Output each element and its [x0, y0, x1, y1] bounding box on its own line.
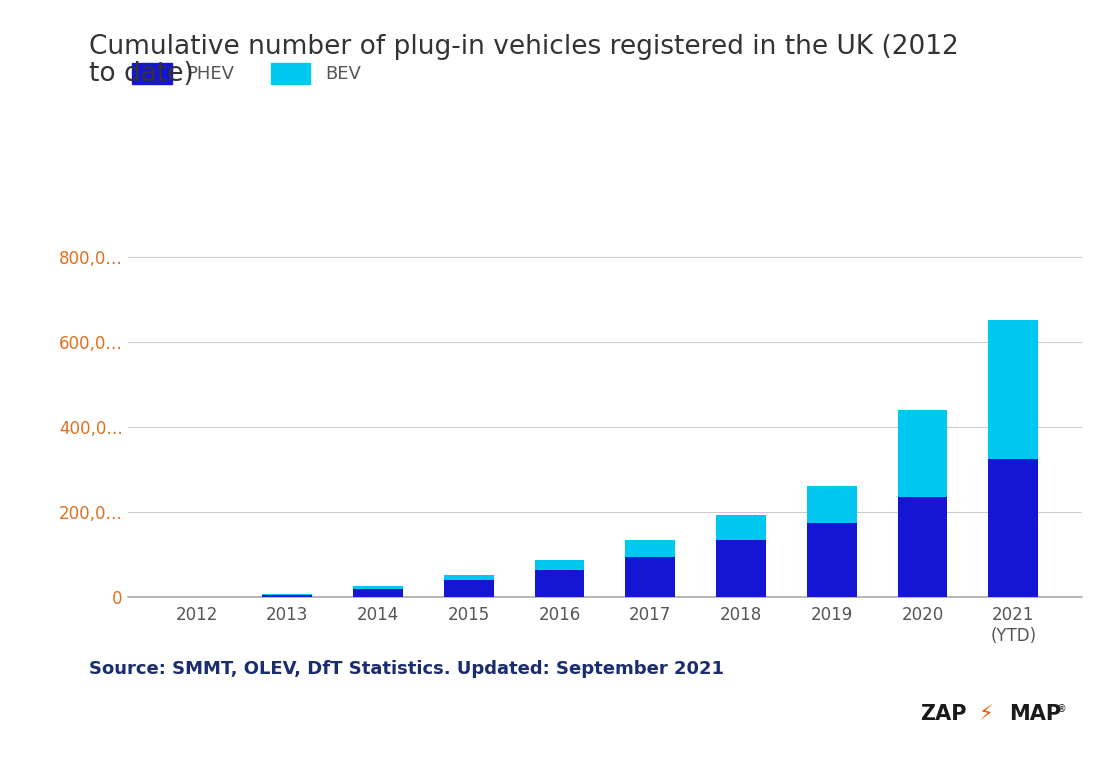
- Bar: [807, 523, 856, 597]
- Bar: [898, 497, 948, 597]
- Text: Cumulative number of plug-in vehicles registered in the UK (2012: Cumulative number of plug-in vehicles re…: [89, 34, 959, 61]
- Text: ZAP: ZAP: [920, 704, 967, 724]
- Bar: [444, 581, 494, 597]
- Bar: [534, 561, 584, 570]
- Legend: PHEV, BEV: PHEV, BEV: [133, 63, 361, 83]
- Text: ®: ®: [1057, 704, 1067, 714]
- Bar: [262, 594, 312, 595]
- Bar: [716, 540, 766, 597]
- Text: to date): to date): [89, 61, 194, 87]
- Bar: [807, 486, 856, 523]
- Bar: [353, 589, 403, 597]
- Text: Source: SMMT, OLEV, DfT Statistics. Updated: September 2021: Source: SMMT, OLEV, DfT Statistics. Upda…: [89, 660, 725, 678]
- Bar: [262, 595, 312, 597]
- Bar: [716, 516, 766, 540]
- Bar: [988, 319, 1038, 459]
- Bar: [534, 570, 584, 597]
- Bar: [353, 585, 403, 589]
- Bar: [988, 459, 1038, 597]
- Bar: [626, 557, 676, 597]
- Text: ⚡: ⚡: [978, 704, 992, 724]
- Bar: [898, 411, 948, 497]
- Bar: [444, 575, 494, 581]
- Bar: [626, 540, 676, 557]
- Text: MAP: MAP: [1009, 704, 1061, 724]
